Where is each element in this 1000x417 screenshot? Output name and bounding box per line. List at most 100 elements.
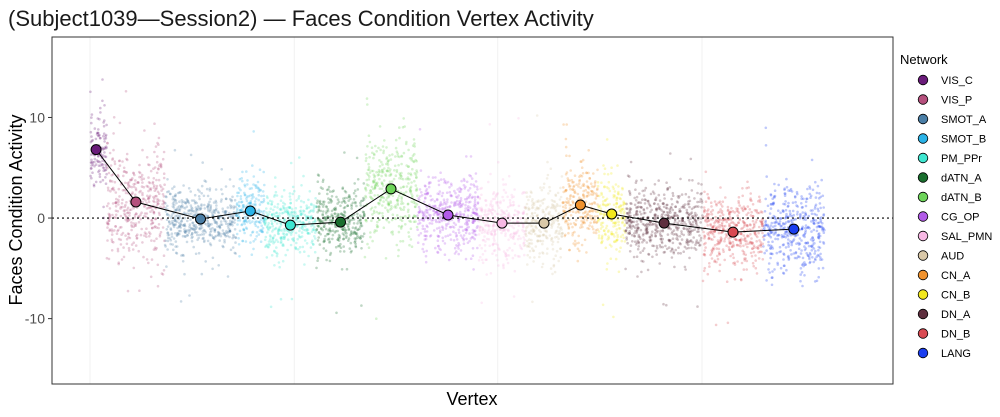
vertex-point <box>564 200 568 204</box>
vertex-point <box>429 207 433 211</box>
vertex-point <box>743 259 746 262</box>
vertex-point <box>132 241 135 244</box>
vertex-point <box>350 230 353 233</box>
vertex-point <box>486 223 490 227</box>
vertex-point <box>504 183 508 186</box>
vertex-point <box>649 210 652 214</box>
vertex-point <box>189 208 192 212</box>
vertex-point <box>817 245 820 249</box>
vertex-point <box>145 212 149 215</box>
vertex-point <box>423 230 427 233</box>
vertex-point <box>748 208 752 211</box>
vertex-point <box>800 239 803 242</box>
vertex-point <box>633 240 637 243</box>
vertex-point <box>665 207 669 210</box>
vertex-point <box>594 231 598 235</box>
vertex-point <box>759 250 762 253</box>
vertex-point <box>646 222 649 226</box>
vertex-point <box>422 242 425 246</box>
vertex-point <box>234 214 238 217</box>
vertex-point <box>732 243 735 246</box>
vertex-point <box>156 199 159 202</box>
vertex-point <box>532 230 536 233</box>
vertex-point <box>603 229 606 232</box>
vertex-point <box>414 184 418 187</box>
vertex-point <box>702 230 705 234</box>
vertex-point <box>400 219 404 222</box>
vertex-point <box>299 213 303 216</box>
vertex-point <box>339 250 342 253</box>
vertex-point <box>522 242 525 245</box>
vertex-point <box>222 231 226 235</box>
vertex-point <box>473 219 476 223</box>
vertex-point <box>436 250 439 254</box>
vertex-point <box>277 227 281 231</box>
vertex-point <box>489 172 492 176</box>
vertex-point <box>450 201 453 204</box>
vertex-point <box>532 201 536 205</box>
vertex-point <box>667 246 671 249</box>
vertex-point <box>777 183 780 187</box>
vertex-point <box>318 218 321 221</box>
vertex-point <box>622 201 626 205</box>
vertex-point <box>397 163 400 167</box>
vertex-point <box>478 229 482 233</box>
vertex-point <box>194 252 198 256</box>
vertex-point <box>718 223 721 227</box>
vertex-point <box>304 225 307 228</box>
vertex-point <box>354 226 358 229</box>
vertex-point <box>672 233 675 236</box>
vertex-point <box>622 202 626 206</box>
vertex-point <box>600 221 603 225</box>
vertex-point <box>259 221 262 225</box>
vertex-points <box>89 78 826 327</box>
vertex-point <box>266 227 270 231</box>
vertex-point <box>531 206 535 209</box>
vertex-point <box>613 190 617 193</box>
vertex-point <box>116 249 120 253</box>
vertex-point <box>178 209 181 212</box>
vertex-point <box>530 212 534 216</box>
vertex-point <box>618 227 622 230</box>
vertex-point <box>439 204 442 207</box>
vertex-point <box>538 239 542 243</box>
vertex-point <box>669 227 672 231</box>
vertex-point <box>161 199 165 203</box>
vertex-point <box>532 229 536 233</box>
vertex-point <box>500 210 504 213</box>
vertex-point <box>729 210 732 214</box>
vertex-point <box>578 215 582 219</box>
vertex-point <box>437 183 441 187</box>
vertex-point <box>527 208 530 211</box>
vertex-point <box>718 210 721 213</box>
vertex-point <box>124 234 127 237</box>
vertex-point <box>284 210 287 214</box>
vertex-point <box>123 170 126 173</box>
vertex-point <box>625 212 629 215</box>
vertex-point <box>399 240 402 243</box>
vertex-point <box>183 207 187 210</box>
vertex-point <box>814 249 817 253</box>
vertex-point <box>411 144 415 147</box>
vertex-point <box>396 199 400 203</box>
vertex-point <box>290 207 294 211</box>
vertex-point <box>483 235 486 238</box>
vertex-point <box>596 203 599 206</box>
vertex-point <box>458 201 462 205</box>
vertex-point <box>769 246 772 250</box>
vertex-point <box>657 193 661 197</box>
vertex-point <box>790 243 793 247</box>
vertex-point <box>468 187 472 190</box>
vertex-point <box>489 230 492 234</box>
vertex-point <box>272 228 275 231</box>
vertex-point <box>561 231 564 235</box>
vertex-point <box>254 238 257 241</box>
vertex-point <box>263 216 267 220</box>
vertex-point <box>782 210 785 213</box>
vertex-point <box>279 236 283 240</box>
vertex-point <box>563 209 566 213</box>
vertex-point <box>137 215 140 218</box>
vertex-point <box>459 196 463 200</box>
vertex-point <box>512 295 516 298</box>
vertex-point <box>408 188 412 191</box>
